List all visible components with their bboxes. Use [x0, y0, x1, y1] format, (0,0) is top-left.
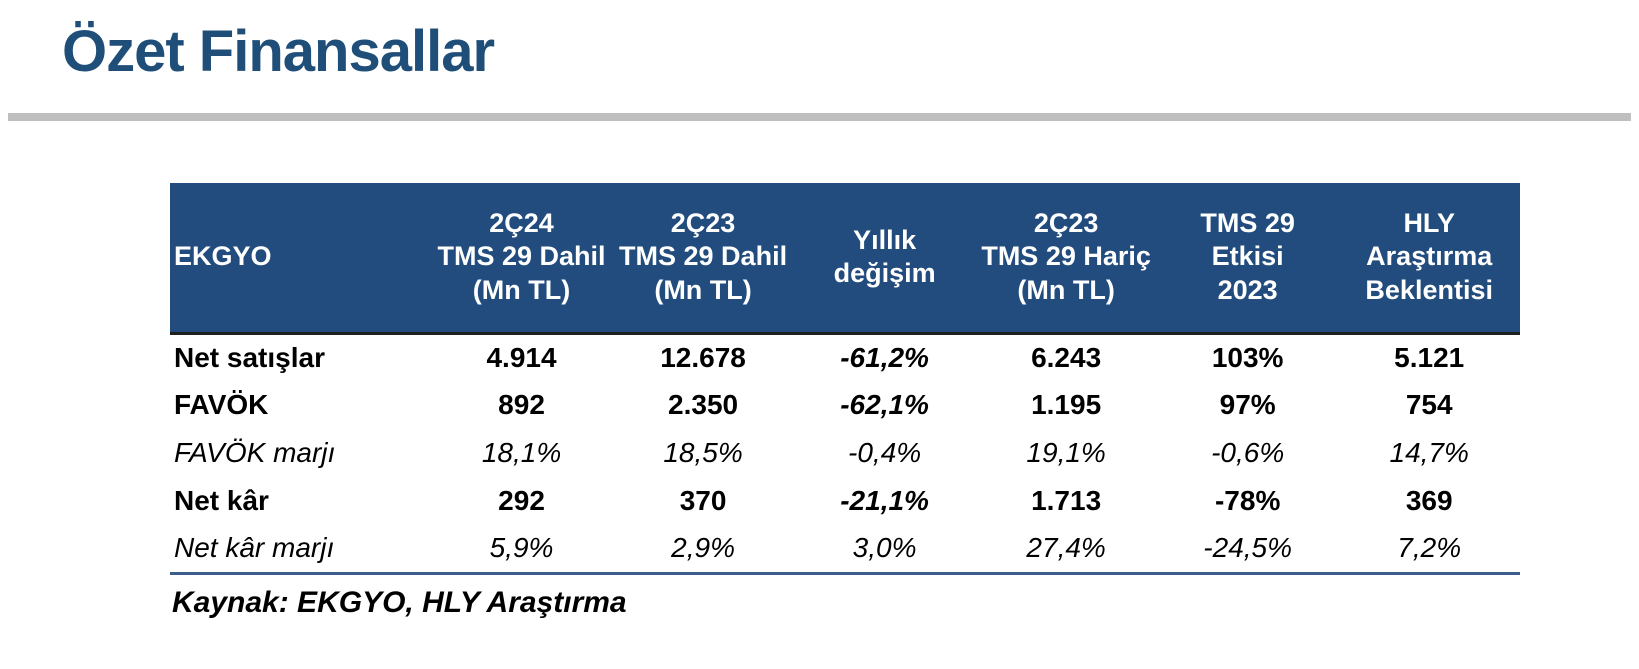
cell-value: 292 [498, 485, 545, 516]
table-row-net-kar: Net kâr 292 370 -21,1% 1.713 -78% 369 [170, 477, 1520, 525]
cell-value: 5,9% [489, 532, 554, 564]
cell-value: 18,1% [481, 437, 562, 468]
cell-value: 4.914 [486, 341, 557, 373]
column-header-tms29-etkisi-2023: TMS 29 Etkisi 2023 [1156, 183, 1339, 335]
cell-value: 754 [1405, 389, 1453, 420]
cell-value: 369 [1405, 485, 1453, 516]
cell-value: 5.121 [1394, 341, 1465, 373]
column-header-2c23-tms29-dahil: 2Ç23 TMS 29 Dahil (Mn TL) [612, 183, 794, 335]
column-header-yillik-degisim: Yıllık değişim [793, 183, 976, 335]
cell-value: 892 [498, 389, 545, 420]
cell-value: 18,5% [663, 437, 743, 468]
cell-value: 27,4% [1026, 532, 1106, 564]
row-label: FAVÖK [174, 389, 269, 420]
table-row-net-satislar: Net satışlar 4.914 12.678 -61,2% 6.243 1… [170, 333, 1520, 381]
cell-value-yoy: 3,0% [852, 532, 917, 564]
cell-value: 2.350 [668, 389, 739, 420]
financials-table-container: EKGYO 2Ç24 TMS 29 Dahil (Mn TL) 2Ç23 TMS… [170, 183, 1520, 575]
financials-table: EKGYO 2Ç24 TMS 29 Dahil (Mn TL) 2Ç23 TMS… [170, 183, 1520, 575]
cell-value: -24,5% [1203, 532, 1293, 564]
cell-value: 370 [679, 485, 727, 516]
title-divider [8, 113, 1631, 121]
cell-value: 19,1% [1026, 437, 1106, 468]
cell-value-yoy: -62,1% [840, 389, 929, 420]
cell-value: 12.678 [660, 341, 746, 373]
cell-value: 6.243 [1031, 341, 1102, 373]
cell-value: 103% [1211, 341, 1284, 373]
column-header-2c23-tms29-haric: 2Ç23 TMS 29 Hariç (Mn TL) [975, 183, 1157, 335]
cell-value-yoy: -61,2% [840, 341, 929, 373]
table-header-row: EKGYO 2Ç24 TMS 29 Dahil (Mn TL) 2Ç23 TMS… [170, 183, 1520, 335]
cell-value: 2,9% [671, 532, 735, 564]
row-label: Net satışlar [174, 341, 325, 373]
cell-value: 97% [1219, 389, 1276, 420]
table-row-favok: FAVÖK 892 2.350 -62,1% 1.195 97% 754 [170, 381, 1520, 429]
page-title: Özet Finansallar [62, 19, 495, 84]
column-header-2c24-tms29-dahil: 2Ç24 TMS 29 Dahil (Mn TL) [430, 183, 613, 335]
row-label: Net kâr marjı [174, 532, 335, 564]
cell-value: 7,2% [1397, 532, 1462, 564]
cell-value-yoy: -0,4% [848, 437, 922, 468]
column-header-hly-arastirma-beklentisi: HLY Araştırma Beklentisi [1338, 183, 1520, 335]
row-label: Net kâr [174, 485, 269, 516]
cell-value: -0,6% [1211, 437, 1285, 468]
table-corner-label: EKGYO [170, 183, 431, 335]
cell-value: 14,7% [1389, 437, 1469, 468]
cell-value: -78% [1214, 485, 1281, 516]
table-row-favok-marji: FAVÖK marjı 18,1% 18,5% -0,4% 19,1% -0,6… [170, 429, 1520, 477]
cell-value: 1.713 [1031, 485, 1102, 516]
row-label: FAVÖK marjı [174, 437, 336, 468]
source-note: Kaynak: EKGYO, HLY Araştırma [172, 586, 627, 619]
table-row-net-kar-marji: Net kâr marjı 5,9% 2,9% 3,0% 27,4% -24,5… [170, 525, 1520, 573]
cell-value-yoy: -21,1% [840, 485, 929, 516]
cell-value: 1.195 [1031, 389, 1102, 420]
